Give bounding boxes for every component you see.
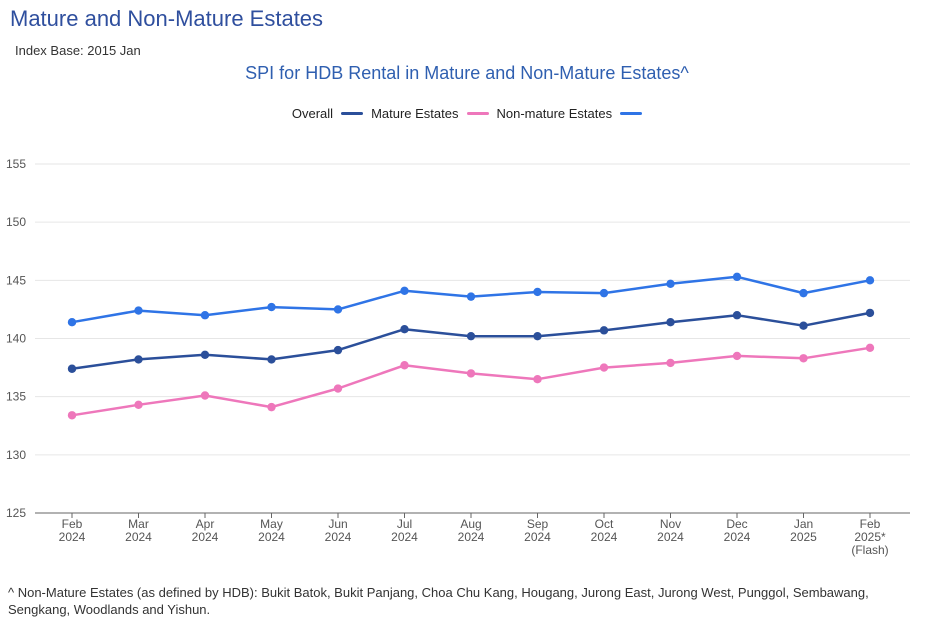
series-1-point-6 xyxy=(466,369,476,378)
y-tick-label-150: 150 xyxy=(6,215,26,229)
x-tick-label-4: Jun 2024 xyxy=(325,517,352,544)
series-2-point-4 xyxy=(333,305,343,314)
series-line-1 xyxy=(70,346,872,417)
series-1-point-12 xyxy=(865,343,875,353)
x-tick-label-8: Oct 2024 xyxy=(591,517,618,544)
legend-label-mature: Mature Estates xyxy=(371,106,459,121)
series-0-point-12 xyxy=(865,308,875,318)
series-1-point-10 xyxy=(732,351,742,361)
series-2-point-9 xyxy=(666,279,675,289)
series-0-point-10 xyxy=(732,311,742,320)
x-tick-label-12: Feb 2025* (Flash) xyxy=(851,517,888,557)
chart-title: SPI for HDB Rental in Mature and Non-Mat… xyxy=(245,63,689,83)
series-2-point-0 xyxy=(67,318,77,327)
page-title: Mature and Non-Mature Estates xyxy=(10,6,324,31)
series-2-point-1 xyxy=(134,306,143,315)
y-tick-label-125: 125 xyxy=(6,506,26,520)
legend-label-non-mature: Non-mature Estates xyxy=(496,106,613,121)
x-tick-label-10: Dec 2024 xyxy=(724,517,751,544)
series-2-point-2 xyxy=(200,311,210,320)
legend-swatch-mature xyxy=(466,112,489,115)
x-tick-label-9: Nov 2024 xyxy=(657,517,684,544)
series-1-point-11 xyxy=(799,354,808,363)
legend-label-overall: Overall xyxy=(291,106,334,121)
series-0-point-7 xyxy=(533,331,542,341)
series-0-point-9 xyxy=(666,318,675,327)
series-0-point-6 xyxy=(466,331,476,341)
series-0-point-3 xyxy=(267,355,276,364)
series-1-point-8 xyxy=(599,363,609,372)
x-tick-label-6: Aug 2024 xyxy=(458,517,485,544)
x-tick-label-11: Jan 2025 xyxy=(790,517,817,544)
series-1-point-2 xyxy=(200,391,210,400)
series-1-point-7 xyxy=(533,375,542,384)
series-1-point-5 xyxy=(400,361,409,370)
series-0-point-8 xyxy=(599,326,609,335)
x-tick-label-7: Sep 2024 xyxy=(524,517,551,544)
series-1-point-4 xyxy=(333,384,343,393)
series-0-point-5 xyxy=(400,324,409,334)
legend-item-mature[interactable]: Mature Estates xyxy=(371,106,489,121)
series-2-point-8 xyxy=(599,288,609,298)
legend-swatch-non-mature xyxy=(620,112,643,115)
x-tick-label-1: Mar 2024 xyxy=(125,517,152,544)
series-0-point-0 xyxy=(67,364,77,373)
series-1-point-1 xyxy=(134,400,143,410)
series-0-point-4 xyxy=(333,345,343,355)
y-tick-label-135: 135 xyxy=(6,390,26,404)
series-2-point-6 xyxy=(466,292,476,301)
index-base-subtitle: Index Base: 2015 Jan xyxy=(15,43,141,58)
series-2-point-10 xyxy=(732,272,742,282)
x-tick-label-5: Jul 2024 xyxy=(391,517,418,544)
series-1-point-3 xyxy=(267,402,276,412)
footnote: ^ Non-Mature Estates (as defined by HDB)… xyxy=(8,585,869,617)
series-2-point-3 xyxy=(267,302,276,312)
series-line-0 xyxy=(70,311,872,370)
series-2-point-7 xyxy=(533,287,542,297)
x-tick-label-0: Feb 2024 xyxy=(59,517,86,544)
x-tick-label-3: May 2024 xyxy=(258,517,285,544)
series-2-point-5 xyxy=(400,286,409,296)
series-1-point-9 xyxy=(666,358,675,368)
series-0-point-2 xyxy=(200,350,210,359)
legend-item-non-mature[interactable]: Non-mature Estates xyxy=(497,106,643,121)
y-tick-label-130: 130 xyxy=(6,448,26,462)
y-tick-label-140: 140 xyxy=(6,332,26,346)
y-tick-label-145: 145 xyxy=(6,273,26,287)
legend-item-overall[interactable]: Overall xyxy=(291,106,364,121)
series-0-point-1 xyxy=(134,355,143,364)
chart-legend: Overall Mature Estates Non-mature Estate… xyxy=(0,106,934,121)
series-1-point-0 xyxy=(67,411,77,420)
legend-swatch-overall xyxy=(341,112,364,115)
y-tick-label-155: 155 xyxy=(6,157,26,171)
series-0-point-11 xyxy=(799,321,808,330)
series-2-point-11 xyxy=(799,288,808,298)
x-tick-label-2: Apr 2024 xyxy=(192,517,219,544)
series-2-point-12 xyxy=(865,276,875,285)
